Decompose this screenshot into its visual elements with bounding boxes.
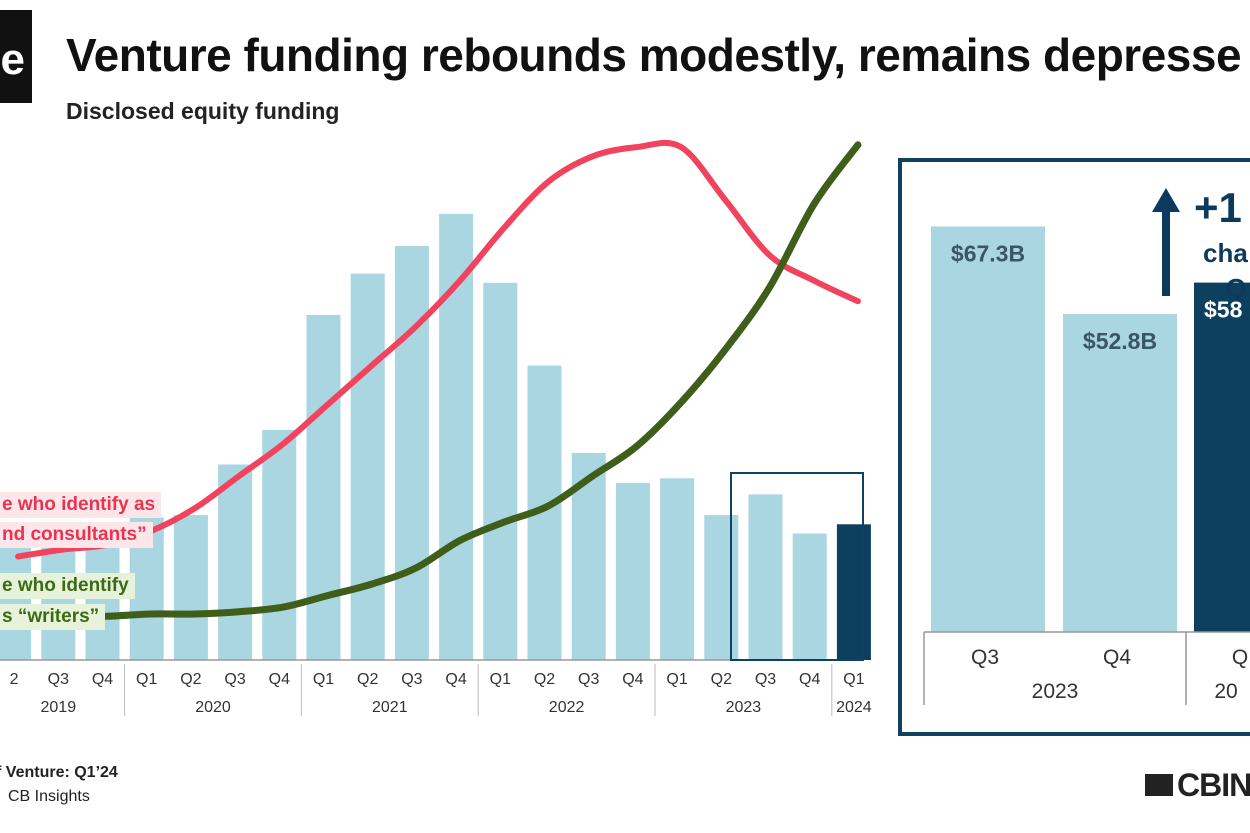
inset-tick-0: Q3 — [971, 646, 999, 669]
x-tick-12: Q2 — [534, 671, 555, 688]
x-tick-14: Q4 — [622, 671, 643, 688]
inset-bar-label-0: $67.3B — [951, 241, 1025, 267]
x-tick-labels: 2 Q3 Q4 Q1 Q2 Q3 Q4 Q1 Q2 Q3 Q4 Q1 Q2 Q3 Q4 Q1 Q2 Q3 Q4 Q1 — [10, 671, 865, 688]
bar-q4-2023 — [792, 533, 827, 660]
change-caption-1: cha — [1203, 238, 1248, 268]
year-label-2023: 2023 — [726, 699, 762, 716]
x-tick-5: Q3 — [224, 671, 245, 688]
x-tick-10: Q4 — [445, 671, 466, 688]
inset-year-2023: 2023 — [1032, 680, 1079, 703]
bar-q4-2022 — [615, 482, 650, 660]
bar-q1-2022 — [483, 282, 518, 660]
year-label-2022: 2022 — [549, 699, 585, 716]
x-tick-8: Q2 — [357, 671, 378, 688]
inset-year-2024: 20 — [1214, 680, 1237, 703]
x-tick-18: Q4 — [799, 671, 820, 688]
source-report: f Venture: Q1’24 — [0, 764, 118, 781]
green-overlay-line — [14, 141, 862, 623]
up-arrow-icon — [1152, 188, 1180, 296]
green-line-label-1: e who identify — [0, 573, 135, 599]
chart-title: Venture funding rebounds modestly, remai… — [66, 29, 1242, 81]
red-overlay-line — [15, 139, 861, 560]
x-tick-2: Q4 — [92, 671, 113, 688]
cb-logo-mark-icon — [1145, 773, 1173, 796]
x-tick-4: Q2 — [180, 671, 201, 688]
bar-q3-2020 — [218, 464, 253, 660]
year-label-2019: 2019 — [41, 699, 77, 716]
bar-q1-2023 — [660, 478, 695, 660]
bar-q4-2020 — [262, 430, 297, 660]
x-year-labels: 2019 2020 2021 2022 2023 2024 — [41, 664, 872, 716]
year-label-2021: 2021 — [372, 699, 408, 716]
x-tick-3: Q1 — [136, 671, 157, 688]
change-percent: +1 — [1194, 184, 1242, 231]
inset-bar-2 — [1194, 282, 1250, 632]
x-tick-1: Q3 — [48, 671, 69, 688]
year-label-2020: 2020 — [195, 699, 231, 716]
inset-bars: $67.3B $52.8B $58 — [931, 226, 1250, 632]
bar-q1-2021 — [306, 315, 341, 660]
bar-q3-2021 — [394, 246, 429, 660]
x-tick-13: Q3 — [578, 671, 599, 688]
year-label-2024: 2024 — [836, 699, 872, 716]
inset-bar-1 — [1063, 313, 1177, 632]
inset-bar-label-2: $58 — [1204, 297, 1243, 323]
bar-q3-2023 — [748, 494, 783, 660]
red-line-label-1: e who identify as — [0, 492, 162, 518]
inset-bar-label-1: $52.8B — [1083, 328, 1157, 354]
green-line-label-2: s “writers” — [0, 604, 106, 630]
x-tick-15: Q1 — [666, 671, 687, 688]
x-tick-7: Q1 — [313, 671, 334, 688]
inset-frame — [898, 158, 1250, 736]
inset-tick-labels: Q3 Q4 Q — [971, 646, 1248, 669]
x-tick-11: Q1 — [490, 671, 511, 688]
source-org: CB Insights — [8, 788, 90, 805]
x-tick-17: Q3 — [755, 671, 776, 688]
brand-logo-letter: e — [0, 35, 25, 84]
x-tick-0: 2 — [10, 671, 19, 688]
cb-insights-logo: CBINS — [1145, 767, 1250, 804]
cb-logo-text: CBINS — [1177, 767, 1250, 803]
change-caption-2: Q — [1226, 273, 1246, 303]
bar-q2-2023 — [704, 515, 739, 660]
red-line-label-2: nd consultants” — [0, 522, 153, 548]
x-tick-19: Q1 — [843, 671, 864, 688]
x-tick-6: Q4 — [269, 671, 290, 688]
chart-subtitle: Disclosed equity funding — [66, 98, 340, 124]
inset-bar-0 — [931, 226, 1045, 632]
bar-q2-2021 — [350, 273, 385, 660]
highlight-box — [730, 472, 864, 661]
inset-tick-2: Q — [1232, 646, 1248, 669]
brand-logo: e — [0, 10, 32, 103]
bar-q1-2024 — [836, 524, 871, 660]
x-tick-9: Q3 — [401, 671, 422, 688]
inset-tick-1: Q4 — [1103, 646, 1131, 669]
x-tick-16: Q2 — [711, 671, 732, 688]
bar-q2-2020 — [173, 515, 208, 660]
